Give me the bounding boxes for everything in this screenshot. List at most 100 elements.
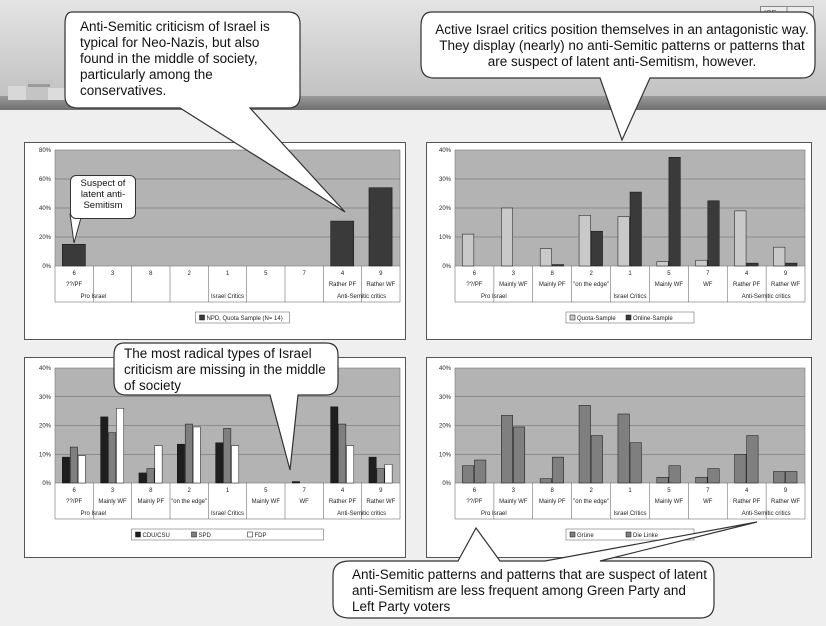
- chart-3-bar: [231, 445, 240, 484]
- chart-2-category-sublabel: Mainly PF: [539, 282, 566, 288]
- chart-3-bar: [192, 426, 201, 484]
- chart-2-bar: [501, 207, 513, 267]
- chart-2-bar: [629, 191, 642, 267]
- chart-2-category-sublabel: Rather PF: [733, 282, 761, 288]
- chart-3-category-label: 1: [226, 488, 230, 494]
- chart-4-bar: [590, 435, 603, 484]
- chart-3-legend-swatch: [191, 531, 197, 538]
- chart-3-bar: [292, 481, 300, 484]
- chart-2-group-label: Pro Israel: [481, 294, 507, 300]
- chart-4-category-label: 8: [551, 488, 555, 494]
- chart-2-bar: [707, 200, 720, 267]
- chart-4-category-label: 7: [706, 488, 710, 494]
- chart-4-bar: [629, 442, 642, 484]
- chart-4-category-sublabel: Rather PF: [733, 499, 761, 505]
- chart-4-y-tick-label: 10%: [439, 452, 452, 458]
- chart-4-category-label: 4: [745, 488, 749, 494]
- chart-3-category-label: 3: [111, 488, 115, 494]
- chart-3-category-sublabel: Mainly WF: [252, 499, 281, 505]
- chart-1-legend-label: NPD, Quota Sample (N= 14): [207, 316, 283, 322]
- bubble-4-text: Anti-Semitic patterns and patterns that …: [352, 567, 707, 614]
- chart-2-category-label: 5: [667, 271, 671, 277]
- chart-3-legend-swatch: [247, 531, 253, 538]
- chart-4-category-label: 5: [667, 488, 671, 494]
- chart-3-legend-box: [131, 528, 324, 541]
- chart-1-category-label: 5: [264, 271, 268, 277]
- chart-3-category-sublabel: "on the edge": [171, 499, 207, 505]
- chart-4-bar: [695, 477, 708, 484]
- chart-1-category-label: 7: [302, 271, 306, 277]
- chart-2-bar: [746, 262, 759, 267]
- chart-2-category-label: 1: [628, 271, 632, 277]
- chart-2-category-sublabel: Mainly WF: [499, 282, 528, 288]
- chart-2-category-sublabel: WF: [703, 282, 713, 288]
- chart-2-y-tick-label: 10%: [439, 235, 452, 241]
- chart-1-legend-box: [195, 311, 290, 324]
- chart-3-bar: [384, 464, 393, 484]
- chart-2-bar: [695, 259, 708, 267]
- chart-3-bar: [100, 416, 109, 484]
- chart-2-bar: [734, 210, 747, 267]
- chart-2-category-sublabel: Mainly WF: [655, 282, 684, 288]
- chart-4-bar: [734, 454, 747, 484]
- chart-4-bar: [668, 465, 681, 484]
- chart-3-bar: [184, 423, 193, 484]
- chart-4-bar: [617, 413, 630, 484]
- chart-2-bar: [462, 233, 475, 267]
- building-image: [8, 80, 68, 100]
- chart-4-category-sublabel: "on the edge": [573, 499, 609, 505]
- chart-1-category-label: 1: [226, 271, 230, 277]
- chart-3-category-sublabel: Mainly PF: [137, 499, 164, 505]
- chart-2-group-label: Israel Critics: [613, 294, 646, 300]
- chart-2-category-label: 2: [589, 271, 593, 277]
- chart-4-category-sublabel: Mainly WF: [655, 499, 684, 505]
- chart-3-category-label: 2: [187, 488, 191, 494]
- chart-3-bar: [177, 443, 185, 484]
- chart-4-bar: [474, 459, 487, 484]
- chart-2-category-label: 3: [512, 271, 516, 277]
- chart-3-group-label: Israel Critics: [211, 511, 244, 517]
- chart-2-bar: [590, 230, 603, 267]
- chart-4-category-label: 6: [473, 488, 477, 494]
- chart-4-bar: [785, 471, 798, 484]
- chart-1-category-sublabel: ??/PF: [66, 282, 82, 288]
- chart-4-category-sublabel: Mainly PF: [539, 499, 566, 505]
- chart-4-y-tick-label: 30%: [439, 395, 452, 401]
- chart-4-category-label: 1: [628, 488, 632, 494]
- chart-3-bar: [338, 423, 347, 484]
- chart-2-category-label: 4: [745, 271, 749, 277]
- chart-3-y-tick-label: 30%: [39, 395, 52, 401]
- chart-3-bar: [77, 455, 86, 484]
- chart-4-bar: [513, 426, 526, 484]
- chart-3-bar: [368, 456, 377, 484]
- chart-3-legend-label: SPD: [199, 533, 212, 539]
- chart-4-legend-label: Die Linke: [633, 533, 659, 539]
- chart-4-y-tick-label: 20%: [439, 424, 452, 430]
- bubble-3-text: The most radical types of Israel critici…: [124, 346, 326, 393]
- chart-3-bar: [69, 446, 78, 484]
- chart-3-y-tick-label: 10%: [39, 452, 52, 458]
- chart-3-bar: [346, 445, 355, 484]
- chart-4-category-label: 3: [512, 488, 516, 494]
- chart-1-group-label: Israel Critics: [211, 294, 244, 300]
- chart-3-category-label: 5: [264, 488, 268, 494]
- chart-4-bar: [773, 471, 786, 484]
- chart-3-y-tick-label: 40%: [39, 366, 52, 372]
- chart-2-category-label: 7: [706, 271, 710, 277]
- chart-4-category-sublabel: WF: [703, 499, 713, 505]
- chart-4-category-sublabel: Mainly WF: [499, 499, 528, 505]
- chart-4-group-label: Pro Israel: [481, 511, 507, 517]
- chart-4-bar: [462, 465, 475, 484]
- chart-3-bar: [116, 408, 125, 484]
- chart-3-legend-label: FDP: [255, 533, 267, 539]
- chart-1-category-label: 8: [149, 271, 153, 277]
- chart-2-bar: [578, 215, 591, 267]
- chart-3-group-label: Pro Israel: [80, 511, 106, 517]
- chart-1-category-label: 2: [187, 271, 191, 277]
- chart-4-category-label: 9: [784, 488, 788, 494]
- chart-1-y-tick-label: 20%: [39, 235, 52, 241]
- chart-2-bar: [656, 261, 669, 267]
- chart-2-legend-swatch: [625, 314, 632, 321]
- bubble-2-outline: [420, 11, 816, 142]
- chart-4-category-sublabel: ??/PF: [466, 499, 482, 505]
